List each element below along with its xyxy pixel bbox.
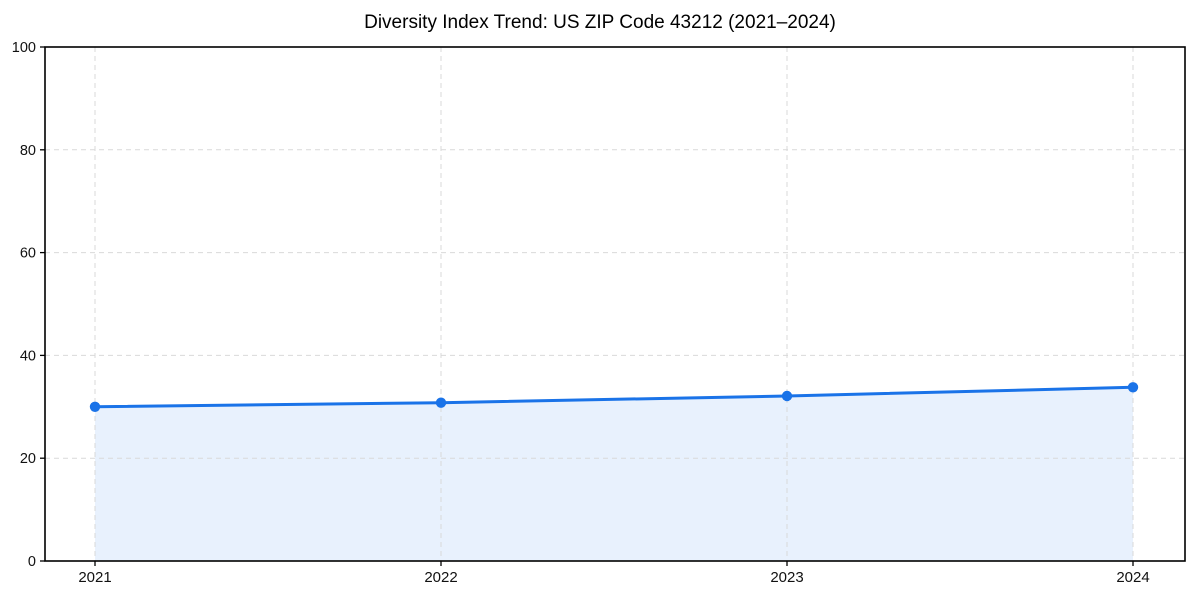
- x-tick-label: 2023: [770, 569, 803, 586]
- y-tick-label: 80: [20, 143, 36, 159]
- x-tick-label: 2024: [1116, 569, 1149, 586]
- data-point: [1127, 382, 1139, 393]
- x-tick-label: 2021: [78, 569, 111, 586]
- area-fill: [95, 387, 1133, 561]
- plot-area: 0 20 40 60 80 100 2021 2022 2023 2024: [12, 40, 1186, 586]
- trend-line: [93, 385, 1135, 409]
- y-tick-label: 20: [20, 451, 36, 467]
- y-tick-label: 40: [20, 348, 36, 364]
- chart-title: Diversity Index Trend: US ZIP Code 43212…: [364, 12, 836, 33]
- data-point: [89, 401, 101, 412]
- x-tick-label: 2022: [424, 569, 457, 586]
- y-tick-label: 60: [20, 246, 36, 262]
- data-point: [435, 397, 447, 408]
- y-tick-label: 0: [28, 554, 36, 570]
- y-tick-label: 100: [12, 40, 36, 56]
- data-point: [781, 390, 793, 402]
- plot-border: [44, 46, 1186, 562]
